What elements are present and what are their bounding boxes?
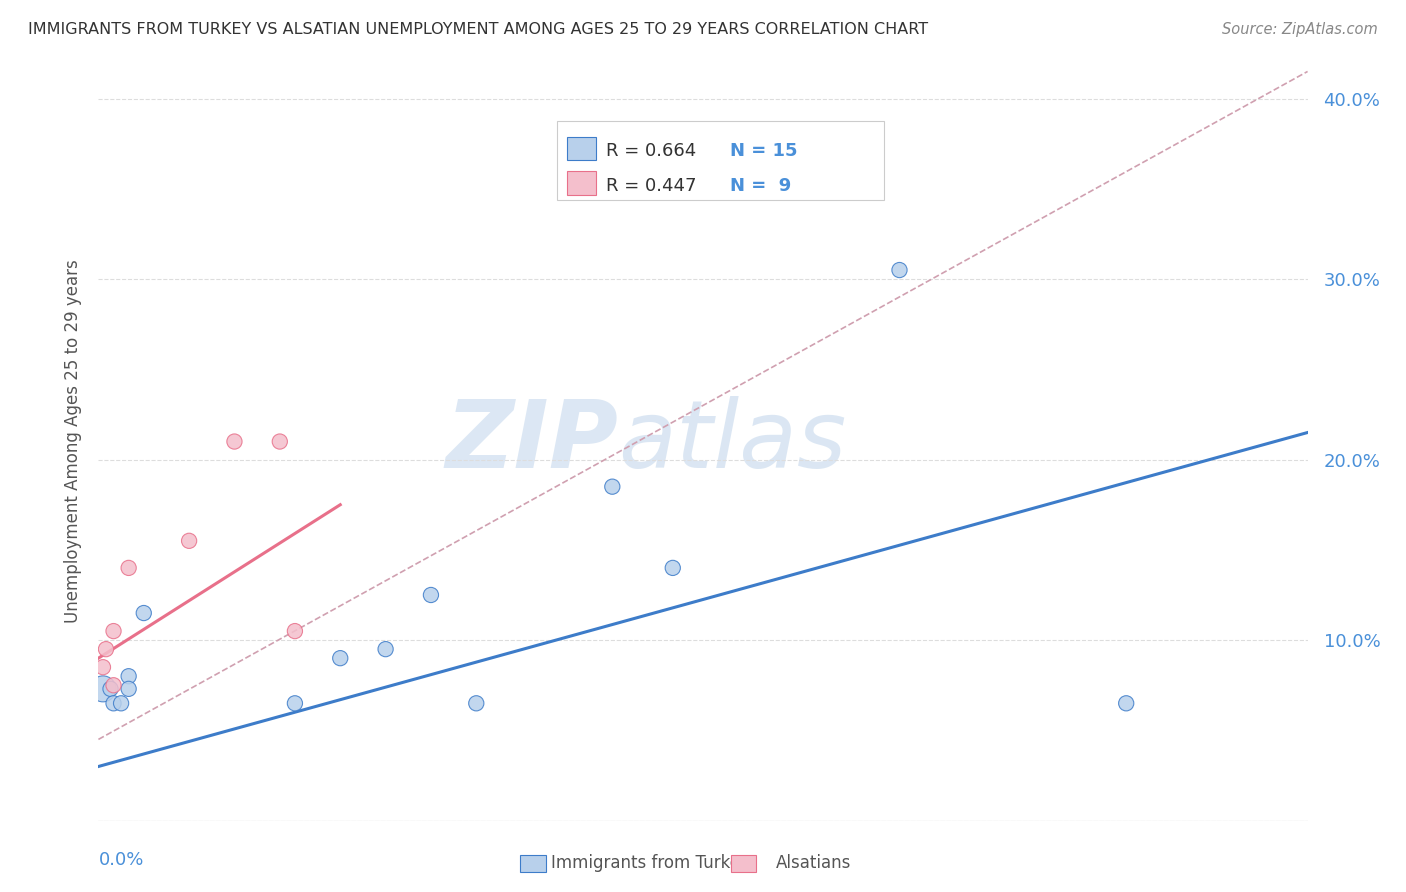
- Point: [329, 651, 352, 665]
- Point: [465, 696, 488, 710]
- Y-axis label: Unemployment Among Ages 25 to 29 years: Unemployment Among Ages 25 to 29 years: [63, 260, 82, 624]
- Point: [602, 480, 624, 494]
- Text: Source: ZipAtlas.com: Source: ZipAtlas.com: [1222, 22, 1378, 37]
- Point: [91, 660, 114, 674]
- Point: [103, 624, 125, 639]
- Point: [224, 434, 246, 449]
- Point: [284, 624, 307, 639]
- Text: atlas: atlas: [619, 396, 846, 487]
- Point: [110, 696, 132, 710]
- Point: [118, 669, 141, 683]
- Text: R = 0.447: R = 0.447: [606, 177, 696, 194]
- Point: [103, 696, 125, 710]
- Point: [420, 588, 443, 602]
- Point: [94, 642, 117, 657]
- Text: Immigrants from Turkey: Immigrants from Turkey: [551, 855, 749, 872]
- Text: R = 0.664: R = 0.664: [606, 142, 696, 160]
- Point: [118, 681, 141, 696]
- Point: [889, 263, 911, 277]
- Text: ZIP: ZIP: [446, 395, 619, 488]
- Text: IMMIGRANTS FROM TURKEY VS ALSATIAN UNEMPLOYMENT AMONG AGES 25 TO 29 YEARS CORREL: IMMIGRANTS FROM TURKEY VS ALSATIAN UNEMP…: [28, 22, 928, 37]
- Point: [269, 434, 291, 449]
- Point: [118, 561, 141, 575]
- Point: [91, 681, 114, 696]
- Text: N =  9: N = 9: [730, 177, 792, 194]
- Point: [284, 696, 307, 710]
- Point: [132, 606, 155, 620]
- Point: [179, 533, 201, 548]
- Point: [1115, 696, 1137, 710]
- Text: N = 15: N = 15: [730, 142, 797, 160]
- Point: [374, 642, 396, 657]
- Point: [103, 678, 125, 692]
- Text: Alsatians: Alsatians: [776, 855, 852, 872]
- Point: [100, 681, 122, 696]
- Text: 0.0%: 0.0%: [98, 851, 143, 869]
- Point: [661, 561, 683, 575]
